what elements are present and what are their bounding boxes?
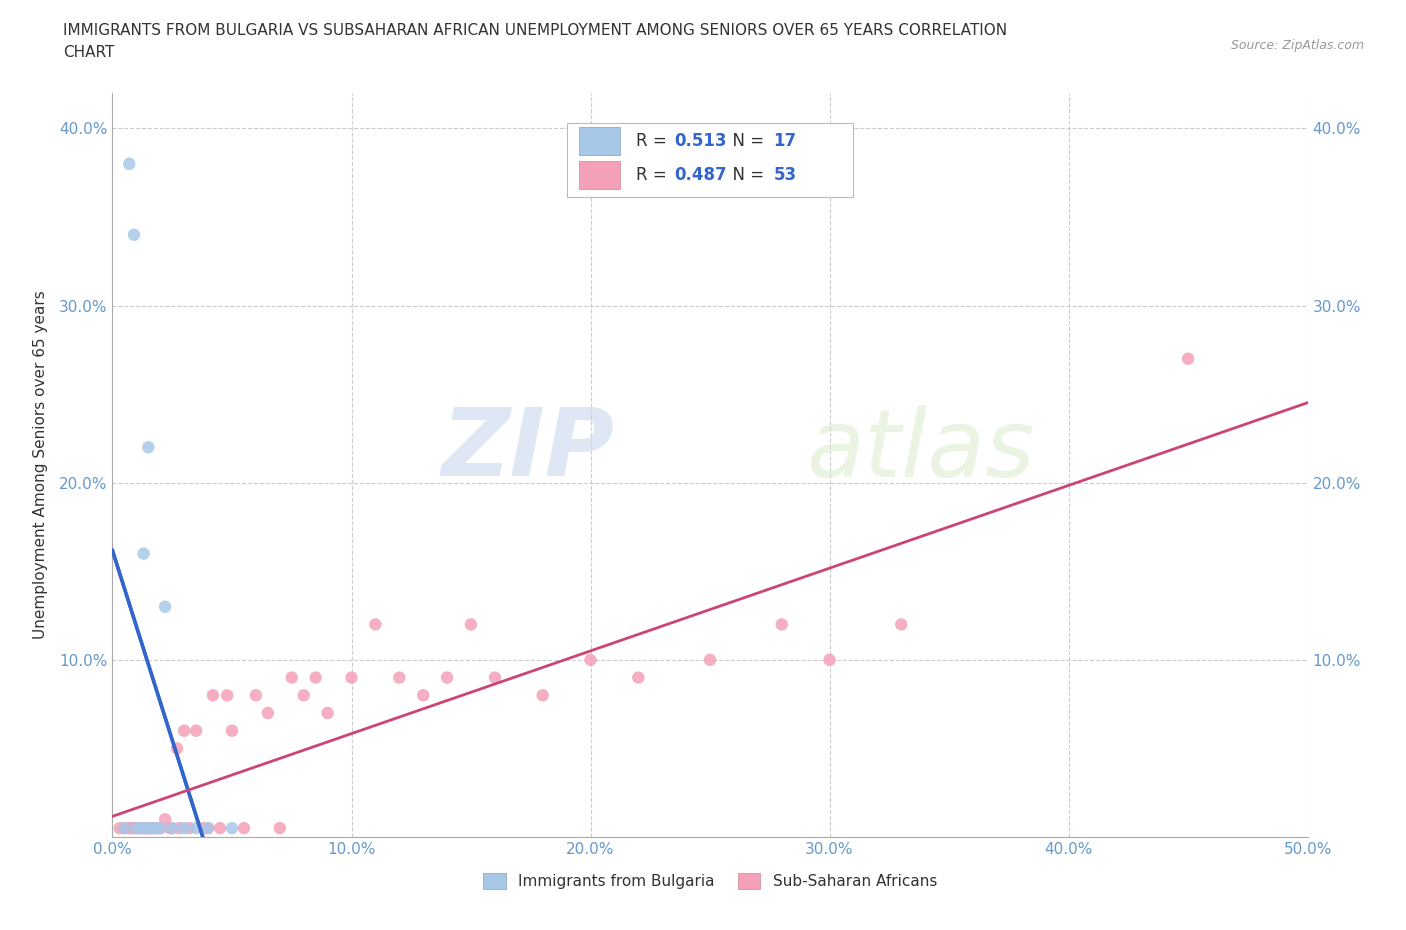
Point: [186, 820, 208, 835]
Point: [108, 820, 131, 835]
Point: [139, 820, 162, 835]
Point: [186, 724, 208, 738]
Point: [412, 688, 434, 703]
Point: [364, 617, 387, 631]
Point: [221, 724, 243, 738]
Point: [138, 820, 160, 835]
Legend: Immigrants from Bulgaria, Sub-Saharan Africans: Immigrants from Bulgaria, Sub-Saharan Af…: [484, 873, 936, 889]
Point: [340, 671, 363, 685]
Point: [132, 820, 155, 835]
Point: [118, 820, 141, 835]
Point: [281, 671, 304, 685]
Text: 53: 53: [773, 166, 796, 184]
Point: [233, 820, 256, 835]
Point: [770, 617, 793, 631]
Point: [132, 546, 155, 561]
Point: [221, 820, 243, 835]
Point: [162, 820, 183, 835]
Y-axis label: Unemployment Among Seniors over 65 years: Unemployment Among Seniors over 65 years: [32, 291, 48, 640]
Point: [460, 617, 482, 631]
Point: [149, 820, 172, 835]
Point: [122, 820, 145, 835]
Text: N =: N =: [723, 166, 769, 184]
Point: [388, 671, 411, 685]
FancyBboxPatch shape: [567, 123, 853, 197]
Text: N =: N =: [723, 132, 769, 151]
Point: [269, 820, 291, 835]
Point: [1177, 352, 1199, 366]
Text: 17: 17: [773, 132, 796, 151]
Point: [139, 820, 162, 835]
Point: [245, 688, 267, 703]
Text: IMMIGRANTS FROM BULGARIA VS SUBSAHARAN AFRICAN UNEMPLOYMENT AMONG SENIORS OVER 6: IMMIGRANTS FROM BULGARIA VS SUBSAHARAN A…: [63, 23, 1007, 38]
Point: [201, 688, 224, 703]
Point: [153, 599, 176, 614]
Point: [699, 653, 721, 668]
Point: [162, 820, 183, 835]
Point: [125, 820, 148, 835]
Text: R =: R =: [636, 166, 672, 184]
Text: Source: ZipAtlas.com: Source: ZipAtlas.com: [1230, 39, 1364, 52]
Point: [257, 706, 280, 721]
Point: [484, 671, 506, 685]
Point: [118, 156, 141, 171]
Point: [159, 820, 181, 835]
Text: CHART: CHART: [63, 45, 115, 60]
Point: [197, 820, 219, 835]
Point: [128, 820, 150, 835]
Point: [197, 820, 219, 835]
Text: 0.487: 0.487: [675, 166, 727, 184]
Point: [169, 820, 191, 835]
Point: [316, 706, 339, 721]
Point: [122, 227, 145, 242]
Point: [135, 820, 157, 835]
Point: [579, 653, 602, 668]
Point: [177, 820, 200, 835]
Point: [173, 820, 195, 835]
FancyBboxPatch shape: [579, 127, 620, 155]
Point: [193, 820, 215, 835]
Point: [436, 671, 458, 685]
Point: [173, 724, 195, 738]
Point: [135, 820, 157, 835]
FancyBboxPatch shape: [579, 161, 620, 189]
Point: [166, 741, 188, 756]
Text: R =: R =: [636, 132, 672, 151]
Point: [217, 688, 239, 703]
Point: [146, 820, 169, 835]
Point: [818, 653, 841, 668]
Point: [531, 688, 554, 703]
Point: [138, 440, 160, 455]
Point: [114, 820, 135, 835]
Point: [305, 671, 328, 685]
Point: [149, 820, 172, 835]
Point: [125, 820, 148, 835]
Text: 0.513: 0.513: [675, 132, 727, 151]
Text: atlas: atlas: [806, 405, 1033, 496]
Point: [209, 820, 232, 835]
Point: [145, 820, 167, 835]
Point: [142, 820, 165, 835]
Point: [627, 671, 650, 685]
Point: [145, 820, 167, 835]
Point: [890, 617, 912, 631]
Point: [114, 820, 135, 835]
Point: [121, 820, 143, 835]
Text: ZIP: ZIP: [441, 405, 614, 496]
Point: [292, 688, 315, 703]
Point: [153, 812, 176, 827]
Point: [129, 820, 152, 835]
Point: [129, 820, 152, 835]
